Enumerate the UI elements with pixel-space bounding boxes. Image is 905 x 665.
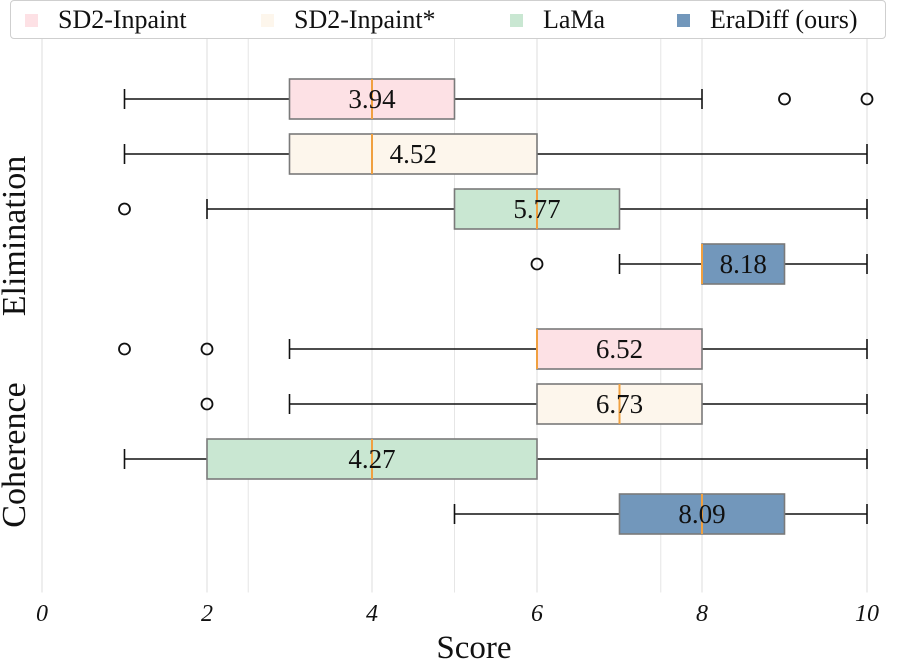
mean-label: 5.77 xyxy=(513,194,560,224)
group-label-elimination: Elimination xyxy=(0,156,33,317)
outlier-point xyxy=(200,342,214,356)
outlier-point xyxy=(118,202,131,216)
x-tick-label: 6 xyxy=(531,601,543,627)
legend: SD2-Inpaint SD2-Inpaint* LaMa EraDiff (o… xyxy=(10,0,886,39)
box-coherence-sd2-inpaint: 6.52 xyxy=(118,328,868,370)
legend-swatch xyxy=(261,13,274,27)
outlier-point xyxy=(778,92,791,106)
box-elimination-eradiff-ours-: 8.18 xyxy=(530,243,868,285)
legend-item-eradiff: EraDiff (ours) xyxy=(677,5,858,35)
box-coherence-sd2-inpaint-: 6.73 xyxy=(200,383,868,425)
outlier-point xyxy=(200,397,214,411)
legend-swatch xyxy=(677,13,690,27)
mean-label: 6.73 xyxy=(596,389,643,419)
legend-swatch xyxy=(25,13,38,27)
legend-item-sd2-inpaint-star: SD2-Inpaint* xyxy=(261,5,436,35)
box-elimination-sd2-inpaint: 3.94 xyxy=(123,78,874,120)
legend-label: LaMa xyxy=(543,5,606,34)
x-tick-label: 8 xyxy=(696,601,708,627)
outlier-point xyxy=(118,342,131,356)
box-series: 3.94 4.52 5.77 8.18 6.52 6.73 4.27 8.09 xyxy=(118,78,874,535)
legend-item-lama: LaMa xyxy=(510,5,605,35)
x-tick-label: 2 xyxy=(201,601,213,627)
box-coherence-eradiff-ours-: 8.09 xyxy=(453,493,868,535)
x-tick-label: 10 xyxy=(855,601,879,627)
group-label-coherence: Coherence xyxy=(0,382,33,527)
box-elimination-lama: 5.77 xyxy=(118,188,868,230)
outlier-point xyxy=(530,257,544,271)
x-axis-label: Score xyxy=(436,630,511,665)
outlier-point xyxy=(860,92,874,106)
iqr-box xyxy=(701,243,786,285)
mean-label: 6.52 xyxy=(596,334,643,364)
iqr-box xyxy=(288,133,538,175)
x-tick-label: 4 xyxy=(366,601,378,627)
box-elimination-sd2-inpaint-: 4.52 xyxy=(123,133,868,175)
mean-label: 4.27 xyxy=(348,444,395,474)
legend-label: SD2-Inpaint xyxy=(58,5,187,34)
x-axis: 0 2 4 6 8 10 Score xyxy=(0,592,905,665)
legend-label: EraDiff (ours) xyxy=(710,5,858,34)
mean-label: 4.52 xyxy=(390,139,437,169)
legend-swatch xyxy=(510,13,523,27)
legend-label: SD2-Inpaint* xyxy=(294,5,436,34)
mean-label: 3.94 xyxy=(348,84,396,114)
group-labels: Elimination Coherence xyxy=(0,156,33,528)
x-tick-label: 0 xyxy=(36,601,48,627)
mean-label: 8.18 xyxy=(720,249,767,279)
mean-label: 8.09 xyxy=(678,499,725,529)
box-coherence-lama: 4.27 xyxy=(123,438,868,480)
legend-item-sd2-inpaint: SD2-Inpaint xyxy=(25,5,187,35)
